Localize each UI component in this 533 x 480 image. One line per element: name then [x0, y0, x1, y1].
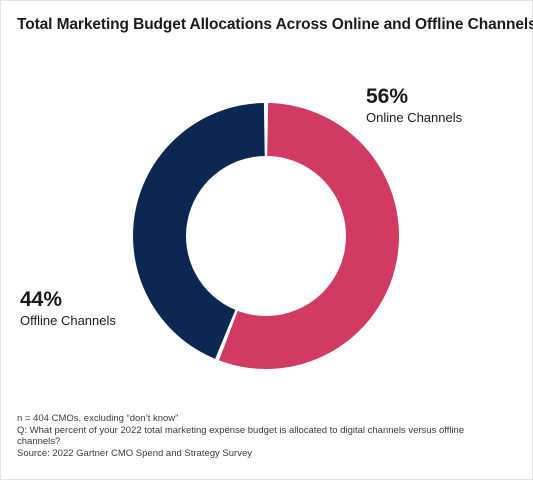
- donut-slice-online-channels: [218, 103, 399, 369]
- donut-slices: [133, 103, 399, 369]
- chart-title: Total Marketing Budget Allocations Acros…: [17, 16, 533, 33]
- footnotes: n = 404 CMOs, excluding “don’t know” Q: …: [17, 413, 487, 459]
- offline-callout: 44% Offline Channels: [20, 289, 116, 327]
- donut-slice-offline-channels: [133, 103, 265, 359]
- online-callout: 56% Online Channels: [366, 86, 462, 124]
- online-channels-label: Online Channels: [366, 110, 463, 125]
- offline-channels-label: Offline Channels: [20, 313, 116, 328]
- online-percent-label: 56%: [366, 85, 409, 108]
- offline-percent-label: 44%: [20, 288, 63, 311]
- sample-note: n = 404 CMOs, excluding “don’t know”: [17, 413, 179, 424]
- survey-question: Q: What percent of your 2022 total marke…: [17, 424, 465, 448]
- source-note: Source: 2022 Gartner CMO Spend and Strat…: [17, 447, 252, 459]
